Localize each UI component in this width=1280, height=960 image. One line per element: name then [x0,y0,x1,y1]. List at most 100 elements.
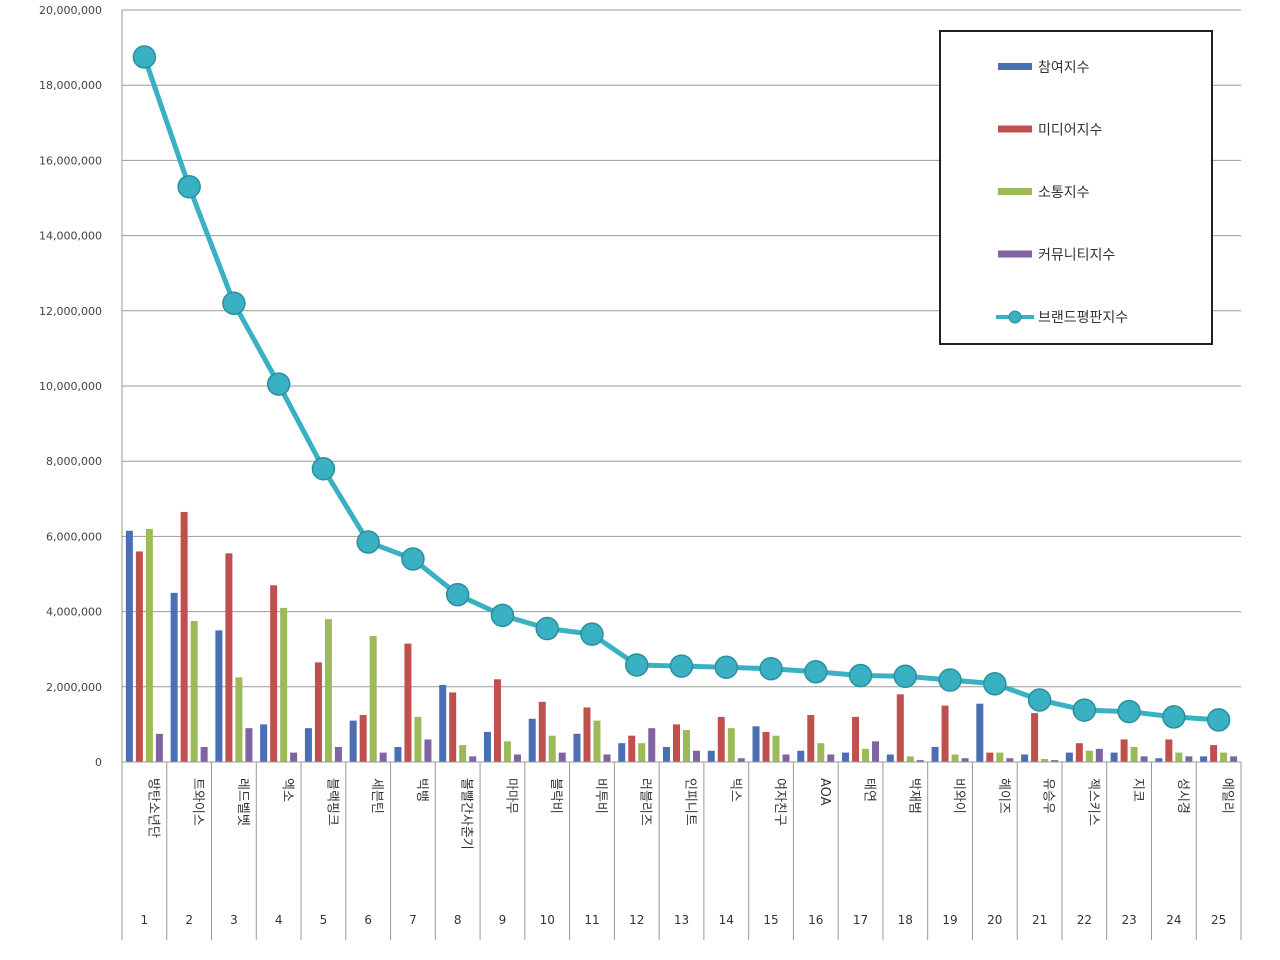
bar-커뮤니티지수-13 [693,750,700,762]
line-series [132,45,1231,732]
bar-미디어지수-22 [1075,743,1083,762]
legend-swatch-커뮤니티지수 [998,250,1032,258]
line-point-3 [222,291,246,316]
x-category-label: 성시경 [1175,778,1190,814]
bar-커뮤니티지수-15 [782,754,790,762]
x-category-label: 빅스 [727,778,742,802]
legend-box [939,30,1213,345]
x-category-label: 빅뱅 [414,778,429,802]
x-rank-label: 7 [409,913,417,927]
line-point-15 [759,657,783,681]
bar-참여지수-5 [304,728,312,762]
legend-swatch-참여지수 [998,63,1032,70]
x-category-label: 유승우 [1041,778,1056,814]
x-rank-label: 15 [763,913,778,927]
bar-커뮤니티지수-17 [872,741,880,762]
bar-미디어지수-5 [314,662,322,762]
x-rank-label: 12 [629,913,644,927]
bar-소통지수-6 [369,636,377,762]
bar-미디어지수-11 [583,707,591,762]
bar-참여지수-16 [797,750,805,762]
bar-커뮤니티지수-12 [648,728,656,762]
x-category-label: 여자친구 [772,778,787,826]
bar-참여지수-22 [1065,752,1073,762]
y-tick-label: 20,000,000 [39,4,102,17]
legend-label: 브랜드평판지수 [1038,310,1128,326]
x-category-label: 지코 [1130,778,1145,802]
bar-커뮤니티지수-20 [1006,758,1014,762]
x-rank-label: 19 [942,913,957,927]
y-tick-label: 0 [95,756,102,769]
bar-참여지수-15 [752,726,760,762]
x-category-label: 비와이 [951,778,966,814]
line-point-13 [669,654,694,678]
bar-소통지수-15 [772,735,780,762]
y-tick-label: 4,000,000 [46,606,102,619]
bar-참여지수-20 [976,703,984,762]
bar-참여지수-6 [349,720,357,762]
x-category-label: 트와이스 [190,778,205,826]
y-tick-label: 2,000,000 [46,681,102,694]
bar-커뮤니티지수-23 [1140,756,1148,762]
x-category-label: 엑소 [280,778,295,802]
legend-label: 참여지수 [1038,60,1090,76]
bar-참여지수-18 [886,754,894,762]
x-rank-label: 3 [230,913,238,927]
y-tick-label: 16,000,000 [39,154,102,167]
bar-미디어지수-2 [180,511,188,762]
x-rank-label: 13 [674,913,689,927]
bar-참여지수-7 [394,746,402,762]
legend-swatch-marker [1008,310,1022,324]
bar-미디어지수-20 [986,752,994,762]
bar-커뮤니티지수-5 [334,746,342,762]
x-category-label: 박재범 [906,778,921,814]
bar-참여지수-17 [842,752,850,762]
bar-커뮤니티지수-9 [513,754,521,762]
line-point-9 [490,603,515,628]
line-point-21 [1027,688,1052,712]
x-rank-label: 24 [1166,913,1181,927]
bar-소통지수-10 [548,735,556,762]
bar-소통지수-8 [459,745,467,762]
bar-미디어지수-14 [717,716,725,762]
bar-소통지수-22 [1085,750,1093,762]
line-point-16 [804,660,828,684]
y-tick-label: 18,000,000 [39,79,102,92]
bar-미디어지수-15 [762,731,770,762]
line-point-5 [311,456,336,481]
bar-소통지수-20 [996,752,1004,762]
bar-참여지수-14 [707,750,715,762]
bar-참여지수-24 [1155,758,1163,762]
x-rank-label: 8 [454,913,462,927]
line-point-7 [401,547,425,571]
bar-커뮤니티지수-7 [424,739,432,762]
x-category-label: 헤이즈 [996,778,1011,814]
x-rank-label: 11 [584,913,599,927]
x-category-label: 태연 [862,778,877,802]
bar-미디어지수-6 [359,715,367,762]
bar-커뮤니티지수-16 [827,754,835,762]
bar-커뮤니티지수-2 [200,746,208,762]
bar-참여지수-10 [528,718,536,762]
x-rank-label: 20 [987,913,1002,927]
y-tick-label: 12,000,000 [39,305,102,318]
y-axis-tick-labels: 0 2,000,000 4,000,000 6,000,000 8,000,000 10,… [39,4,102,769]
x-rank-label: 14 [719,913,734,927]
bar-소통지수-13 [683,730,690,762]
bar-커뮤니티지수-4 [290,752,298,762]
bar-미디어지수-3 [225,553,233,762]
bar-미디어지수-23 [1120,739,1128,762]
line-point-20 [983,672,1007,696]
x-rank-label: 25 [1211,913,1226,927]
bar-소통지수-19 [951,754,959,762]
x-rank-label: 21 [1032,913,1047,927]
x-category-label: 블락비 [548,778,563,814]
bar-미디어지수-19 [941,705,949,762]
bar-커뮤니티지수-3 [245,728,253,762]
bar-참여지수-12 [618,743,626,762]
line-point-14 [714,655,739,679]
line-point-24 [1162,705,1186,729]
x-rank-label: 5 [320,913,328,927]
bar-미디어지수-16 [807,715,815,762]
